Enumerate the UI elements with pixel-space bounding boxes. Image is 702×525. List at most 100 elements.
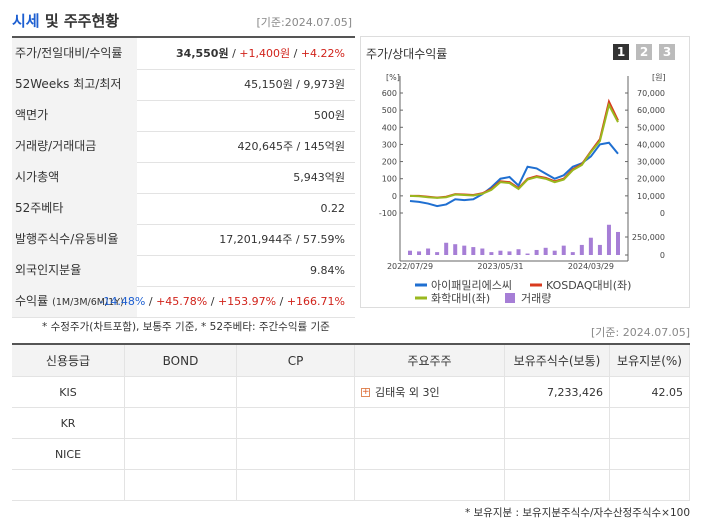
- chart-panel: [360, 36, 690, 308]
- chart: 1 2 3 [%] [원] 600 500 400 300 200 100 0 -100 70,000 60…: [379, 44, 675, 305]
- row-value: 500원: [314, 100, 345, 131]
- value-part: +45.78%: [156, 295, 208, 308]
- table-row: 52Weeks 최고/최저 45,150원 / 9,973원: [12, 69, 355, 101]
- table-cell: [125, 470, 237, 501]
- chart-title: 주가/상대수익률: [366, 47, 448, 61]
- y-tick-label: 400: [382, 123, 397, 132]
- table-cell: 7,233,426: [505, 377, 610, 408]
- volume-bar: [606, 224, 611, 255]
- basis-date-2: [기준: 2024.07.05]: [590, 326, 690, 339]
- y-tick-label: -100: [379, 209, 397, 218]
- table-cell: [237, 408, 355, 439]
- table-cell: [237, 470, 355, 501]
- y2-tick-label: 40,000: [637, 140, 665, 149]
- y2-tick-label: 0: [660, 209, 665, 218]
- table-row: 발행주식수/유동비율 17,201,944주 / 57.59%: [12, 224, 355, 256]
- volume-bar: [525, 253, 530, 255]
- row-value: 0.22: [321, 193, 346, 224]
- value-part: /: [276, 295, 287, 308]
- y2-tick-label: 50,000: [637, 123, 665, 132]
- chart-tab[interactable]: 3: [659, 44, 675, 60]
- table-cell: [12, 470, 125, 501]
- volume-bar: [534, 249, 539, 255]
- volume-bar: [570, 252, 575, 255]
- value-part: /: [145, 295, 157, 308]
- value-part: 45,150원 / 9,973원: [244, 78, 345, 91]
- chart-tab[interactable]: 2: [636, 44, 652, 60]
- table-cell: [125, 439, 237, 470]
- row-sublabel: (1M/3M/6M/1Y): [52, 297, 124, 308]
- table-cell: [355, 470, 505, 501]
- table-cell: NICE: [12, 439, 125, 470]
- table-row: 거래량/거래대금 420,645주 / 145억원: [12, 131, 355, 163]
- table-row: 외국인지분율 9.84%: [12, 255, 355, 287]
- tab-label: 2: [640, 45, 648, 59]
- table-cell: [610, 470, 690, 501]
- x-tick-label: 2022/07/29: [387, 262, 433, 271]
- rule: [12, 36, 355, 38]
- volume-bar: [426, 248, 431, 255]
- table-cell: [505, 470, 610, 501]
- row-label: 52Weeks 최고/최저: [12, 69, 137, 100]
- expand-icon[interactable]: +: [361, 387, 370, 397]
- y2-tick-label: 70,000: [637, 89, 665, 98]
- title: 시세 및 주주현황: [12, 10, 119, 31]
- y-unit: [%]: [386, 73, 400, 82]
- y-tick-label: 0: [392, 192, 397, 201]
- row-label: 시가총액: [12, 162, 137, 193]
- table-cell: 42.05: [610, 377, 690, 408]
- volume-bar: [498, 250, 503, 255]
- legend-label: KOSDAQ대비(좌): [546, 279, 631, 292]
- volume-bar: [462, 245, 467, 255]
- volume-bar: [588, 237, 593, 255]
- chart-tab[interactable]: 1: [613, 44, 629, 60]
- table-cell: [505, 408, 610, 439]
- volume-bar: [552, 250, 557, 255]
- header-cell: BOND: [125, 345, 237, 377]
- header-cell: 보유지분(%): [610, 345, 690, 377]
- table-row: 주가/전일대비/수익률 34,550원 / +1,400원 / +4.22%: [12, 38, 355, 70]
- table-row: 시가총액 5,943억원: [12, 162, 355, 194]
- x-tick-label: 2023/05/31: [477, 262, 523, 271]
- row-value: 9.84%: [310, 255, 345, 286]
- volume-bar: [561, 245, 566, 255]
- volume-bar: [453, 244, 458, 255]
- table-cell: [237, 439, 355, 470]
- volume-bar: [579, 244, 584, 255]
- volume-tick-label: 250,000: [632, 233, 665, 242]
- volume-bar: [616, 231, 620, 255]
- title-main: 시세: [12, 12, 40, 30]
- volume-bar: [597, 244, 602, 255]
- table-row: 52주베타 0.22: [12, 193, 355, 225]
- row-value: -14.48% / +45.78% / +153.97% / +166.71%: [99, 286, 345, 317]
- rule: [12, 343, 690, 345]
- value-part: 5,943억원: [293, 171, 345, 184]
- table-cell: [355, 439, 505, 470]
- volume-bar: [507, 251, 512, 255]
- volume-bar: [444, 242, 449, 255]
- volume-bar: [516, 249, 521, 255]
- volume-bar: [489, 252, 494, 255]
- header-cell: 보유주식수(보통): [505, 345, 610, 377]
- y-tick-label: 500: [382, 106, 397, 115]
- row-value: 420,645주 / 145억원: [237, 131, 345, 162]
- tab-label: 3: [663, 45, 671, 59]
- y-tick-label: 600: [382, 89, 397, 98]
- row-value: 5,943억원: [293, 162, 345, 193]
- x-tick-label: 2024/03/29: [568, 262, 614, 271]
- row-value: 34,550원 / +1,400원 / +4.22%: [176, 38, 345, 69]
- legend-label: 화학대비(좌): [431, 292, 490, 305]
- row-value: 17,201,944주 / 57.59%: [219, 224, 345, 255]
- note: * 수정주가(차트포함), 보통주 기준, * 52주베타: 주간수익률 기준: [42, 321, 330, 333]
- volume-bar: [480, 248, 485, 255]
- y2-tick-label: 20,000: [637, 175, 665, 184]
- value-part: /: [228, 47, 240, 60]
- volume-bar: [435, 252, 440, 255]
- row-label: 액면가: [12, 100, 137, 131]
- volume-bar: [543, 247, 548, 255]
- table-row: 액면가 500원: [12, 100, 355, 132]
- volume-bar: [417, 251, 422, 255]
- tab-box: [613, 44, 629, 60]
- value-part: +4.22%: [300, 47, 345, 60]
